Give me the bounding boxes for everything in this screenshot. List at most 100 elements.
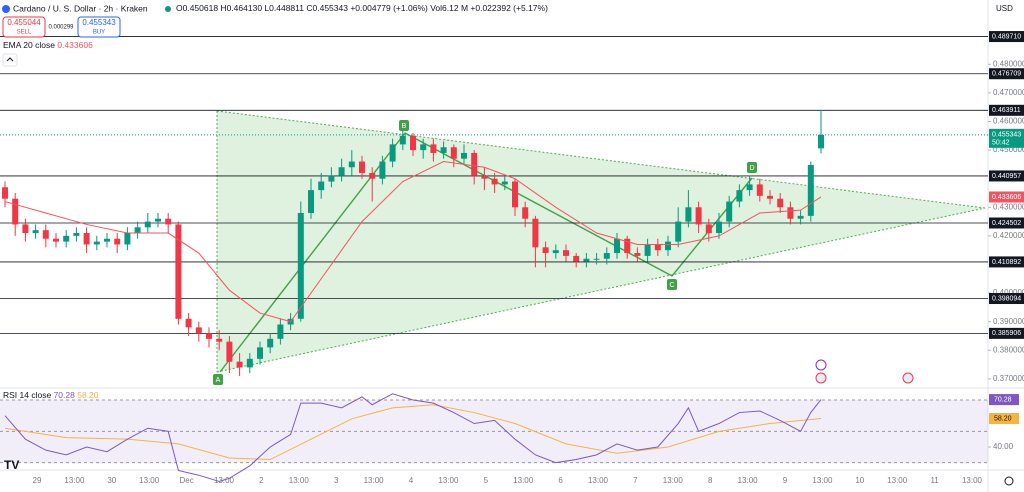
candle-body	[246, 358, 253, 368]
event-flag[interactable]	[815, 372, 827, 384]
candle-body	[308, 190, 314, 214]
level-label-box	[989, 327, 1024, 339]
ema-value: 0.433606	[57, 40, 93, 50]
candle-body	[644, 244, 651, 256]
candle-body	[257, 347, 263, 359]
triangle-upper	[216, 110, 986, 209]
y-tick-label: 0.450000	[993, 145, 1024, 154]
x-tick-label: 13:00	[663, 476, 684, 485]
candle-body	[195, 327, 202, 334]
candle-body	[675, 221, 682, 242]
collapse-button[interactable]	[2, 53, 18, 67]
rsi-axis-ma: 58.20	[994, 415, 1012, 422]
candle-body	[512, 181, 518, 208]
sell-button[interactable]	[2, 16, 46, 38]
candle-body	[124, 233, 131, 245]
candle-body	[318, 181, 325, 191]
candle-body	[573, 255, 580, 262]
x-tick-label: 13:00	[588, 476, 609, 485]
overlay: 0.480000 0.470000 0.460000 0.450000 0.430000…	[0, 31, 1024, 485]
level-label-box	[989, 293, 1024, 305]
candle-body	[369, 172, 376, 179]
x-tick-label: 9	[783, 476, 788, 485]
level-label-box	[989, 170, 1024, 182]
candle-body	[654, 244, 661, 251]
candle-body	[12, 198, 19, 225]
candle-body	[603, 253, 610, 259]
pattern-label-box	[747, 162, 757, 173]
candle-body	[818, 134, 824, 149]
rsi-legend: RSI 14 close 70.28 58.20	[3, 390, 99, 400]
candle-body	[461, 152, 467, 159]
y-tick-label: 0.400000	[993, 288, 1024, 297]
candle-body	[53, 238, 59, 242]
x-tick-label: 13:00	[812, 476, 833, 485]
volume: Vol6.12 M	[430, 3, 468, 13]
candle-body	[389, 144, 396, 162]
candle-body	[104, 238, 110, 242]
x-tick-label: 5	[484, 476, 489, 485]
candle-body	[491, 178, 498, 185]
y-tick-label: 0.390000	[993, 317, 1024, 326]
x-tick-label: 7	[633, 476, 638, 485]
x-tick-label: 11	[930, 476, 939, 485]
header: Cardano / U. S. Dollar · 2h · Kraken O0.…	[2, 3, 1013, 400]
candle-body	[206, 333, 212, 339]
candle-body	[338, 167, 345, 176]
buy-label: BUY	[93, 30, 105, 36]
y-tick-label: 0.470000	[993, 88, 1024, 97]
settings-button[interactable]	[1004, 476, 1014, 486]
level-label: 0.463911	[992, 107, 1021, 114]
candle-body	[685, 207, 692, 222]
x-tick-label: 13:00	[513, 476, 534, 485]
y-tick-label: 0.420000	[993, 231, 1024, 240]
symbol: Cardano / U. S. Dollar · 2h · Kraken	[13, 3, 148, 13]
y-tick-label: 0.480000	[993, 59, 1024, 68]
candle-body	[410, 135, 416, 151]
candle-body	[22, 224, 29, 234]
ema-line	[4, 161, 822, 323]
x-tick-label: 8	[708, 476, 713, 485]
candle-body	[73, 233, 80, 236]
y-tick-label: 0.370000	[993, 374, 1024, 383]
level-label: 0.385906	[992, 330, 1021, 337]
x-tick-label: 13:00	[364, 476, 385, 485]
candle-body	[450, 147, 457, 159]
candle-body	[420, 144, 427, 151]
event-icons	[815, 359, 914, 384]
change: +0.004779 (+1.06%)	[350, 3, 428, 13]
level-label: 0.476709	[992, 71, 1021, 78]
candle-body	[216, 338, 223, 342]
event-icon[interactable]	[815, 359, 827, 371]
pattern-label: C	[669, 282, 674, 289]
symbol-icon	[2, 5, 10, 13]
candle-body	[83, 233, 90, 245]
x-tick-label: 29	[33, 476, 42, 485]
candle-body	[634, 253, 641, 256]
pattern-label-box	[667, 279, 677, 290]
candle-body	[328, 175, 335, 182]
candle-body	[695, 207, 702, 225]
candle-body	[185, 318, 192, 328]
candle-body	[797, 215, 804, 219]
x-tick-label: 6	[558, 476, 563, 485]
candle-body	[716, 221, 722, 234]
candle-body	[399, 135, 406, 145]
event-flag[interactable]	[902, 372, 914, 384]
collapse-icon	[6, 57, 14, 62]
candle-body	[267, 338, 274, 348]
candle-body	[155, 218, 161, 222]
buy-button[interactable]	[77, 16, 121, 38]
candle-body	[226, 341, 233, 362]
pattern-label: D	[749, 165, 754, 172]
level-label-box	[989, 31, 1024, 43]
level-label: 0.424502	[992, 220, 1021, 227]
candle-body	[348, 161, 355, 168]
x-tick-label: 13:00	[962, 476, 983, 485]
spread: 0.000299	[48, 25, 74, 31]
low: L0.448811	[264, 3, 304, 13]
candle-body	[32, 230, 39, 234]
candle-body	[430, 144, 437, 153]
candle-body	[583, 258, 590, 262]
